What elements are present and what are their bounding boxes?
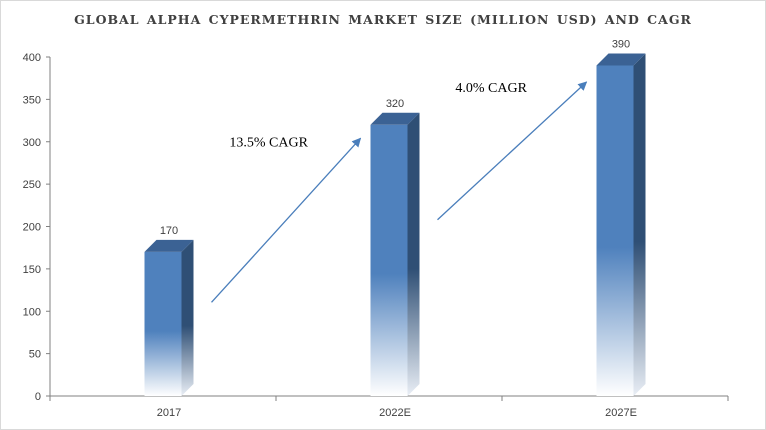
y-tick-label: 100	[23, 306, 41, 318]
cagr-arrow	[211, 137, 362, 303]
bar-top	[596, 53, 646, 66]
data-label: 320	[386, 98, 404, 110]
bar-2027E: 390	[596, 38, 646, 396]
bar-front	[596, 65, 634, 396]
cagr-annotation: 13.5% CAGR	[211, 135, 362, 303]
cagr-label: 13.5% CAGR	[229, 135, 308, 150]
chart-title: GLOBAL ALPHA CYPERMETHRIN MARKET SIZE (M…	[74, 12, 692, 27]
y-tick-label: 0	[35, 391, 41, 403]
bar-side	[633, 53, 646, 396]
bar-side	[407, 112, 420, 397]
bars: 170 320 390	[144, 38, 646, 397]
x-tick-label: 2022E	[379, 407, 411, 419]
bar-top	[144, 239, 194, 252]
bar-side	[181, 239, 194, 396]
cagr-annotations: 13.5% CAGR 4.0% CAGR	[211, 81, 588, 303]
cagr-label: 4.0% CAGR	[455, 81, 527, 96]
y-tick-label: 300	[23, 137, 41, 149]
y-tick-label: 200	[23, 222, 41, 234]
bar-2022E: 320	[370, 98, 420, 397]
y-tick-label: 150	[23, 264, 41, 276]
x-axis: 2017 2022E 2027E	[49, 395, 729, 419]
bar-top	[370, 112, 420, 125]
bar-front	[144, 251, 182, 396]
y-tick-label: 250	[23, 179, 41, 191]
y-tick-label: 400	[23, 52, 41, 64]
y-tick-label: 50	[29, 349, 41, 361]
cagr-annotation: 4.0% CAGR	[437, 81, 588, 221]
y-tick-label: 350	[23, 94, 41, 106]
y-axis: 0 50 100 150 200 250 300 350 400	[23, 52, 51, 403]
data-label: 390	[612, 38, 630, 50]
x-tick-label: 2017	[157, 407, 181, 419]
bar-2017: 170	[144, 225, 194, 396]
cagr-arrow	[437, 81, 588, 221]
data-label: 170	[160, 225, 178, 237]
x-tick-label: 2027E	[605, 407, 637, 419]
bar-front	[370, 124, 408, 397]
